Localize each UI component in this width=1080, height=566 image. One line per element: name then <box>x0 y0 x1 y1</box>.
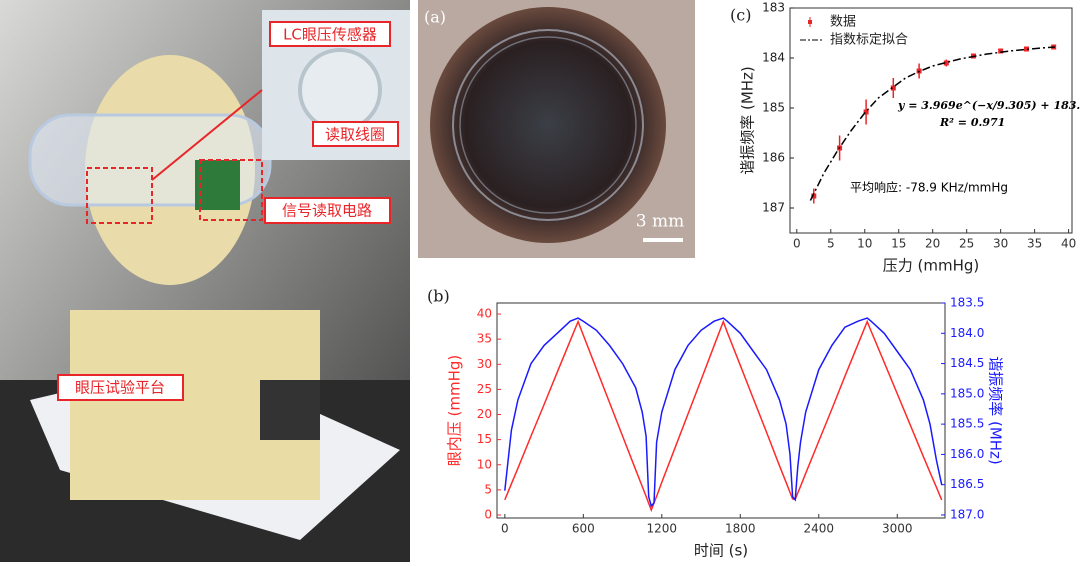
y2-tick-label: 186.0 <box>950 447 984 461</box>
x-tick-label: 5 <box>827 237 835 251</box>
y-tick-label: 30 <box>477 357 492 371</box>
data-point <box>998 48 1004 54</box>
x-tick-label: 30 <box>993 237 1008 251</box>
scale-label: 3 mm <box>636 212 684 232</box>
data-point <box>811 193 817 199</box>
photo-label: 信号读取电路 <box>282 202 372 220</box>
annotation: 平均响应: -78.9 KHz/mmHg <box>850 180 1008 195</box>
y-tick-label: 35 <box>477 332 492 346</box>
y2-tick-label: 185.5 <box>950 417 984 431</box>
data-point <box>943 60 949 66</box>
y-tick-label: 20 <box>477 407 492 421</box>
x-axis-label: 时间 (s) <box>694 542 748 560</box>
y-tick-label: 25 <box>477 382 492 396</box>
y2-tick-label: 187.0 <box>950 507 984 521</box>
y-tick-label: 15 <box>477 432 492 446</box>
series-line <box>504 317 943 508</box>
y-tick-label: 0 <box>484 507 492 521</box>
x-tick-label: 25 <box>959 237 974 251</box>
photo-label: 读取线圈 <box>325 126 385 144</box>
plot-frame <box>789 7 1073 234</box>
data-point <box>863 109 869 115</box>
y-tick-label: 187 <box>762 201 785 215</box>
annotation: R² = 0.971 <box>939 116 1005 129</box>
x-tick-label: 1200 <box>647 522 678 536</box>
y-axis-label: 谐振频率 (MHz) <box>739 66 757 175</box>
x-tick-label: 40 <box>1061 237 1076 251</box>
setup-photo: LC眼压传感器 读取线圈 信号读取电路 眼压试验平台 <box>0 0 410 562</box>
annotation: y = 3.969e^(−x/9.305) + 183.6692 <box>897 99 1080 112</box>
x-tick-label: 15 <box>891 237 906 251</box>
x-tick-label: 600 <box>572 522 595 536</box>
y-tick-label: 5 <box>484 482 492 496</box>
data-point <box>890 85 896 91</box>
y-tick-label: 10 <box>477 457 492 471</box>
x-tick-label: 1800 <box>725 522 756 536</box>
x-axis-label: 压力 (mmHg) <box>883 257 980 275</box>
panel-label: (c) <box>730 6 751 25</box>
x-tick-label: 3000 <box>882 522 913 536</box>
eye-photo: (a) 3 mm <box>418 0 695 258</box>
legend-swatch <box>808 20 812 24</box>
x-tick-label: 0 <box>501 522 509 536</box>
y-tick-label: 184 <box>762 51 785 65</box>
panel-label: (b) <box>427 287 450 306</box>
x-tick-label: 20 <box>925 237 940 251</box>
y-tick-label: 183 <box>762 1 785 15</box>
plot-frame <box>496 302 946 519</box>
panel-label: (a) <box>424 8 446 27</box>
series-line <box>504 319 943 513</box>
x-tick-label: 35 <box>1027 237 1042 251</box>
y2-tick-label: 185.0 <box>950 386 984 400</box>
y2-tick-label: 184.0 <box>950 326 984 340</box>
legend-label: 指数标定拟合 <box>830 33 908 48</box>
y-tick-label: 186 <box>762 151 785 165</box>
y2-tick-label: 184.5 <box>950 356 984 370</box>
x-tick-label: 10 <box>857 237 872 251</box>
photo-label: LC眼压传感器 <box>283 26 377 44</box>
legend-label: 数据 <box>830 15 856 30</box>
series-line <box>809 46 1056 201</box>
y2-axis-label: 谐振频率 (MHz) <box>987 356 1005 465</box>
y-tick-label: 40 <box>477 307 492 321</box>
x-tick-label: 2400 <box>804 522 835 536</box>
y2-tick-label: 183.5 <box>950 296 984 310</box>
photo-label: 眼压试验平台 <box>75 379 165 397</box>
y2-tick-label: 186.5 <box>950 477 984 491</box>
data-point <box>1023 46 1029 52</box>
y-tick-label: 185 <box>762 101 785 115</box>
x-tick-label: 0 <box>793 237 801 251</box>
y-axis-label: 眼内压 (mmHg) <box>446 355 464 467</box>
